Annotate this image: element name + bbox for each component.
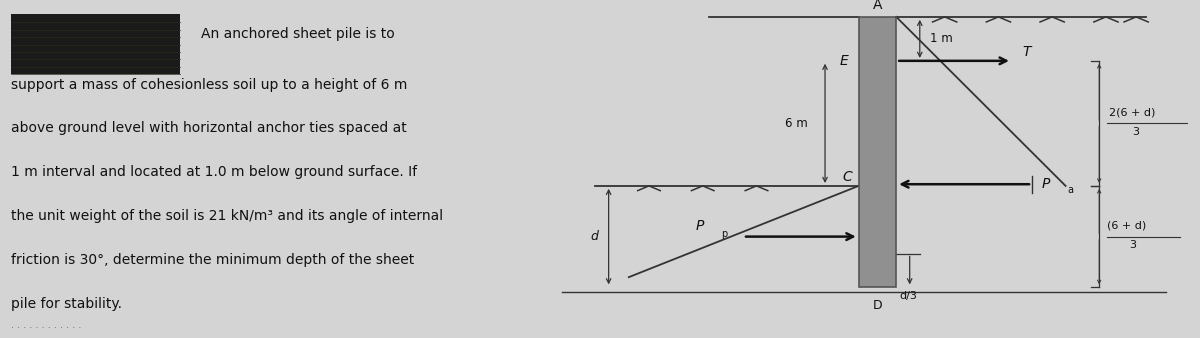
Text: support a mass of cohesionless soil up to a height of 6 m: support a mass of cohesionless soil up t… bbox=[11, 77, 407, 92]
Text: a: a bbox=[1068, 185, 1074, 195]
Text: d: d bbox=[590, 230, 599, 243]
Text: 3: 3 bbox=[1133, 127, 1140, 137]
Text: D: D bbox=[872, 299, 882, 312]
Text: above ground level with horizontal anchor ties spaced at: above ground level with horizontal ancho… bbox=[11, 121, 407, 136]
Text: 1 m: 1 m bbox=[930, 32, 953, 45]
Text: 6 m: 6 m bbox=[786, 117, 809, 130]
Text: pile for stability.: pile for stability. bbox=[11, 297, 121, 311]
Text: T: T bbox=[1022, 45, 1031, 59]
Text: C: C bbox=[842, 170, 852, 184]
Text: · · · · · · · · · · · ·: · · · · · · · · · · · · bbox=[11, 323, 80, 333]
Text: P: P bbox=[696, 219, 704, 233]
Text: An anchored sheet pile is to: An anchored sheet pile is to bbox=[200, 27, 395, 41]
Text: d/3: d/3 bbox=[900, 291, 918, 301]
Text: E: E bbox=[840, 54, 848, 68]
Bar bbox=[859, 17, 896, 287]
Text: A: A bbox=[872, 0, 882, 12]
Text: friction is 30°, determine the minimum depth of the sheet: friction is 30°, determine the minimum d… bbox=[11, 253, 414, 267]
Text: 3: 3 bbox=[1129, 240, 1136, 250]
Text: the unit weight of the soil is 21 kN/m³ and its angle of internal: the unit weight of the soil is 21 kN/m³ … bbox=[11, 209, 443, 223]
Text: (6 + d): (6 + d) bbox=[1108, 221, 1146, 231]
Text: 2(6 + d): 2(6 + d) bbox=[1109, 107, 1156, 118]
Text: P: P bbox=[1042, 177, 1050, 191]
Text: p: p bbox=[721, 229, 727, 239]
Text: 1 m interval and located at 1.0 m below ground surface. If: 1 m interval and located at 1.0 m below … bbox=[11, 165, 416, 179]
